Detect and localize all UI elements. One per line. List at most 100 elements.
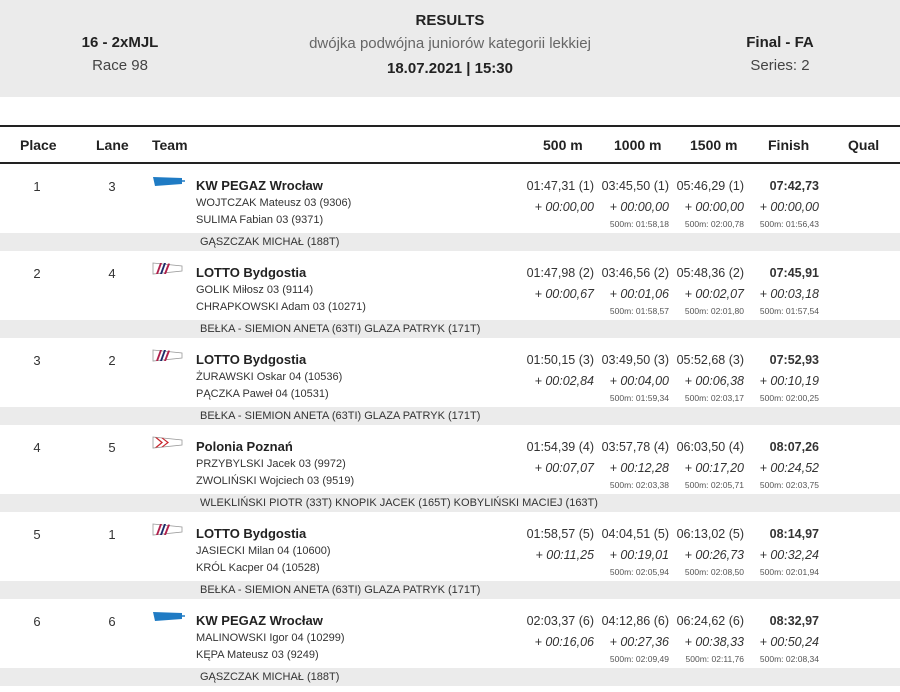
finish-time: 08:32,97 bbox=[769, 614, 819, 628]
crew-member: ŻURAWSKI Oskar 04 (10536) bbox=[196, 371, 343, 383]
table-row: 6 6 KW PEGAZ Wrocław MALINOWSKI Igor 04 (10… bbox=[0, 599, 900, 686]
col-1500m: 1500 m bbox=[690, 137, 738, 153]
split-500m: 01:47,31 (1) bbox=[526, 179, 594, 193]
finish-time-pace: 500m: 02:08,34 bbox=[759, 654, 819, 664]
race-phase: Final - FA bbox=[746, 34, 814, 51]
team-name[interactable]: LOTTO Bydgostia bbox=[196, 265, 307, 280]
table-row: 3 2 LOTTO Bydgostia ŻURAWSKI Oskar 04 (1053… bbox=[0, 338, 900, 425]
finish-time-diff: + 00:32,24 bbox=[759, 548, 819, 562]
split-1000m: 03:57,78 (4) bbox=[601, 440, 669, 454]
lane: 1 bbox=[108, 527, 116, 542]
team-name[interactable]: Polonia Poznań bbox=[196, 439, 293, 454]
finish-time-pace: 500m: 02:03,75 bbox=[759, 480, 819, 490]
results-title-block: RESULTS dwójka podwójna juniorów kategor… bbox=[250, 12, 650, 77]
coach-bar: BEŁKA - SIEMION ANETA (63TI) GLAZA PATRY… bbox=[0, 320, 900, 338]
coach-names: BEŁKA - SIEMION ANETA (63TI) GLAZA PATRY… bbox=[200, 323, 481, 335]
finish-time-pace: 500m: 02:01,94 bbox=[759, 567, 819, 577]
race-datetime: 18.07.2021 | 15:30 bbox=[387, 60, 513, 77]
crew-member: KRÓL Kacper 04 (10528) bbox=[196, 562, 320, 574]
split-1500m-diff: + 00:38,33 bbox=[684, 635, 744, 649]
split-1500m: 05:48,36 (2) bbox=[676, 266, 744, 280]
col-500m: 500 m bbox=[543, 137, 583, 153]
page-title: RESULTS bbox=[415, 12, 485, 29]
lane: 5 bbox=[108, 440, 116, 455]
split-1000m-pace: 500m: 01:58,18 bbox=[609, 219, 669, 229]
table-row: 4 5 Polonia Poznań PRZYBYLSKI Jacek 03 (997… bbox=[0, 425, 900, 512]
event-code: 16 - 2xMJL bbox=[81, 34, 159, 51]
split-1000m-pace: 500m: 02:03,38 bbox=[609, 480, 669, 490]
place: 5 bbox=[33, 527, 41, 542]
split-1500m: 05:46,29 (1) bbox=[676, 179, 744, 193]
table-row: 2 4 LOTTO Bydgostia GOLIK Miłosz 03 (9114) C… bbox=[0, 251, 900, 338]
split-1000m-diff: + 00:00,00 bbox=[609, 200, 669, 214]
split-1500m-pace: 500m: 02:00,78 bbox=[684, 219, 744, 229]
split-1000m: 03:45,50 (1) bbox=[601, 179, 669, 193]
col-lane: Lane bbox=[96, 137, 129, 153]
split-500m: 01:58,57 (5) bbox=[526, 527, 594, 541]
lane: 2 bbox=[108, 353, 116, 368]
finish-time: 08:07,26 bbox=[769, 440, 819, 454]
crew-member: PĄCZKA Paweł 04 (10531) bbox=[196, 388, 329, 400]
split-1500m-diff: + 00:06,38 bbox=[684, 374, 744, 388]
place: 2 bbox=[33, 266, 41, 281]
split-1000m-diff: + 00:04,00 bbox=[609, 374, 669, 388]
crew-member: JASIECKI Milan 04 (10600) bbox=[196, 545, 331, 557]
results-header: 16 - 2xMJL Race 98 RESULTS dwójka podwój… bbox=[0, 0, 900, 97]
split-1500m-diff: + 00:26,73 bbox=[684, 548, 744, 562]
split-1000m-diff: + 00:01,06 bbox=[609, 287, 669, 301]
coach-names: GĄSZCZAK MICHAŁ (188T) bbox=[200, 671, 340, 683]
split-1000m-diff: + 00:19,01 bbox=[609, 548, 669, 562]
finish-time-pace: 500m: 02:00,25 bbox=[759, 393, 819, 403]
crew-member: PRZYBYLSKI Jacek 03 (9972) bbox=[196, 458, 346, 470]
split-1500m: 06:03,50 (4) bbox=[676, 440, 744, 454]
finish-time-diff: + 00:50,24 bbox=[759, 635, 819, 649]
split-1500m-pace: 500m: 02:08,50 bbox=[684, 567, 744, 577]
place: 3 bbox=[33, 353, 41, 368]
finish-time-diff: + 00:03,18 bbox=[759, 287, 819, 301]
polonia-oar-blade-icon bbox=[152, 436, 186, 450]
crew-member: WOJTCZAK Mateusz 03 (9306) bbox=[196, 197, 352, 209]
pegaz-oar-blade-icon bbox=[152, 610, 186, 624]
split-1500m: 06:24,62 (6) bbox=[676, 614, 744, 628]
split-1000m-pace: 500m: 02:09,49 bbox=[609, 654, 669, 664]
race-series: Series: 2 bbox=[750, 57, 810, 74]
finish-time: 08:14,97 bbox=[769, 527, 819, 541]
lotto-oar-blade-icon bbox=[152, 523, 186, 537]
crew-member: MALINOWSKI Igor 04 (10299) bbox=[196, 632, 345, 644]
crew-member: CHRAPKOWSKI Adam 03 (10271) bbox=[196, 301, 366, 313]
finish-time: 07:45,91 bbox=[769, 266, 819, 280]
split-1500m: 05:52,68 (3) bbox=[676, 353, 744, 367]
team-name[interactable]: KW PEGAZ Wrocław bbox=[196, 178, 323, 193]
finish-time-diff: + 00:24,52 bbox=[759, 461, 819, 475]
coach-names: WLEKLIŃSKI PIOTR (33T) KNOPIK JACEK (165… bbox=[200, 497, 598, 509]
split-1000m-diff: + 00:27,36 bbox=[609, 635, 669, 649]
split-1500m-diff: + 00:02,07 bbox=[684, 287, 744, 301]
coach-names: BEŁKA - SIEMION ANETA (63TI) GLAZA PATRY… bbox=[200, 410, 481, 422]
split-500m: 01:47,98 (2) bbox=[526, 266, 594, 280]
split-1000m: 04:04,51 (5) bbox=[601, 527, 669, 541]
split-1500m-pace: 500m: 02:03,17 bbox=[684, 393, 744, 403]
team-name[interactable]: LOTTO Bydgostia bbox=[196, 526, 307, 541]
race-number: Race 98 bbox=[92, 57, 148, 74]
split-1500m-pace: 500m: 02:01,80 bbox=[684, 306, 744, 316]
finish-time-pace: 500m: 01:57,54 bbox=[759, 306, 819, 316]
split-1000m-pace: 500m: 01:59,34 bbox=[609, 393, 669, 403]
coach-names: BEŁKA - SIEMION ANETA (63TI) GLAZA PATRY… bbox=[200, 584, 481, 596]
split-1500m-diff: + 00:17,20 bbox=[684, 461, 744, 475]
team-name[interactable]: LOTTO Bydgostia bbox=[196, 352, 307, 367]
split-1500m-pace: 500m: 02:05,71 bbox=[684, 480, 744, 490]
split-1500m: 06:13,02 (5) bbox=[676, 527, 744, 541]
split-500m: 01:54,39 (4) bbox=[526, 440, 594, 454]
split-1500m-pace: 500m: 02:11,76 bbox=[685, 654, 744, 664]
table-row: 5 1 LOTTO Bydgostia JASIECKI Milan 04 (1060… bbox=[0, 512, 900, 599]
coach-bar: WLEKLIŃSKI PIOTR (33T) KNOPIK JACEK (165… bbox=[0, 494, 900, 512]
team-name[interactable]: KW PEGAZ Wrocław bbox=[196, 613, 323, 628]
finish-time: 07:42,73 bbox=[769, 179, 819, 193]
place: 1 bbox=[33, 179, 41, 194]
split-1000m-pace: 500m: 01:58,57 bbox=[609, 306, 669, 316]
coach-bar: GĄSZCZAK MICHAŁ (188T) bbox=[0, 233, 900, 251]
col-team: Team bbox=[152, 137, 188, 153]
table-header: Place Lane Team 500 m 1000 m 1500 m Fini… bbox=[0, 125, 900, 164]
pegaz-oar-blade-icon bbox=[152, 175, 186, 189]
split-1000m: 04:12,86 (6) bbox=[601, 614, 669, 628]
